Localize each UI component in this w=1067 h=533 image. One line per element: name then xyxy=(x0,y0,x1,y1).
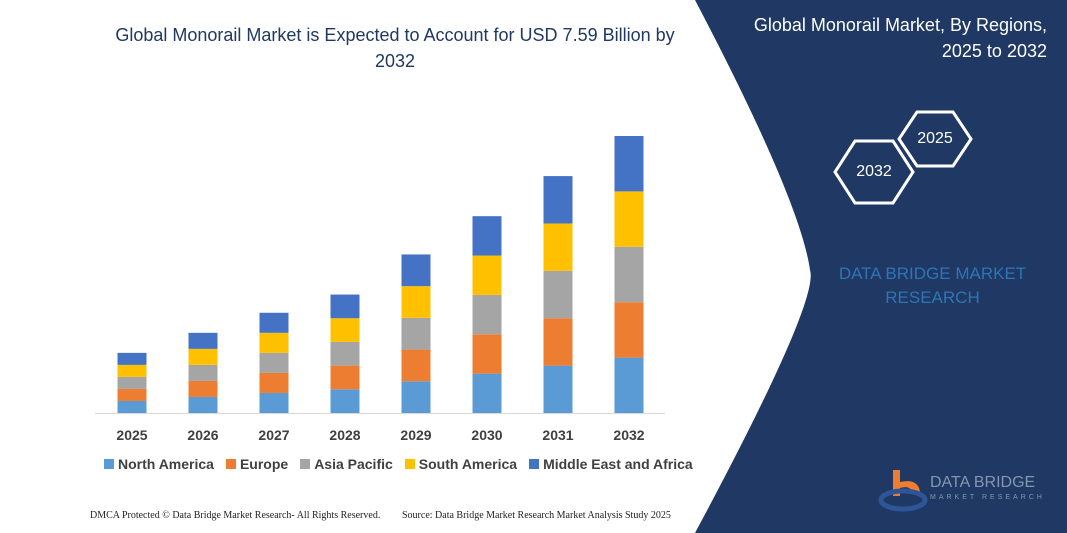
bar-segment xyxy=(614,246,644,303)
x-tick-label: 2029 xyxy=(400,427,431,443)
bar-segment xyxy=(330,365,360,390)
bar-segment xyxy=(259,372,289,393)
bar-segment xyxy=(117,388,147,401)
legend-label: North America xyxy=(118,456,214,472)
bar-segment xyxy=(472,294,502,335)
bar-segment xyxy=(401,349,431,382)
bar-segment xyxy=(543,176,573,224)
bar-segment xyxy=(259,332,289,353)
bar-segment xyxy=(543,270,573,319)
bar-segment xyxy=(401,254,431,287)
legend-swatch xyxy=(104,459,114,469)
side-panel xyxy=(695,0,1067,533)
bar-segment xyxy=(401,317,431,350)
x-tick-label: 2032 xyxy=(613,427,644,443)
bar-segment xyxy=(472,255,502,295)
bar-segment xyxy=(330,318,360,342)
bar-segment xyxy=(543,365,573,413)
bar-segment xyxy=(614,302,644,358)
bar-segment xyxy=(188,364,218,381)
legend-swatch xyxy=(404,459,415,469)
legend-item: North America xyxy=(104,456,214,472)
bar-segment xyxy=(472,334,502,374)
bar-segment xyxy=(543,223,573,271)
footer-source: Source: Data Bridge Market Research Mark… xyxy=(402,510,671,521)
legend-swatch xyxy=(529,459,540,469)
x-tick-label: 2026 xyxy=(187,427,218,443)
bar-segment xyxy=(117,376,147,389)
panel-title: Global Monorail Market, By Regions, 2025… xyxy=(753,15,1047,61)
legend-swatch xyxy=(300,459,311,469)
bar-segment xyxy=(259,352,289,373)
chart-title: Global Monorail Market is Expected to Ac… xyxy=(115,25,675,71)
x-tick-label: 2031 xyxy=(542,427,573,443)
bar-segment xyxy=(472,216,502,256)
legend-item: South America xyxy=(404,456,518,472)
bar-segment xyxy=(614,191,644,247)
bar-segment xyxy=(401,381,431,413)
hex-label-2032: 2032 xyxy=(856,163,892,180)
x-tick-label: 2025 xyxy=(116,427,147,443)
bar-segment xyxy=(188,348,218,365)
hexagon-2025 xyxy=(897,110,973,168)
bar-segment xyxy=(259,392,289,413)
x-tick-label: 2030 xyxy=(471,427,502,443)
bar-segment xyxy=(330,341,360,366)
legend-item: Asia Pacific xyxy=(300,456,393,472)
logo-text: DATA BRIDGE xyxy=(930,474,1036,491)
bar-segment xyxy=(188,396,218,413)
legend-item: Middle East and Africa xyxy=(529,456,693,472)
bar-segment xyxy=(188,332,218,349)
x-tick-label: 2028 xyxy=(329,427,360,443)
bar-segment xyxy=(614,136,644,192)
bar-segment xyxy=(330,389,360,413)
legend-label: Asia Pacific xyxy=(314,456,393,472)
hex-label-2025: 2025 xyxy=(917,130,953,147)
legend-label: Europe xyxy=(239,456,289,472)
footer-copyright: DMCA Protected © Data Bridge Market Rese… xyxy=(90,510,381,521)
bar-segment xyxy=(117,352,147,365)
legend-label: South America xyxy=(418,456,518,472)
legend-item: Europe xyxy=(225,456,289,472)
bar-segment xyxy=(117,364,147,377)
legend-label: Middle East and Africa xyxy=(543,456,693,472)
brand-text: DATA BRIDGE MARKET RESEARCH xyxy=(838,264,1027,307)
legend: North America Europe Asia Pacific South … xyxy=(104,456,693,472)
hexagon-2032 xyxy=(833,139,915,205)
bar-segment xyxy=(188,380,218,397)
logo-subtext: MARKET RESEARCH xyxy=(930,494,1045,501)
bar-segment xyxy=(401,286,431,318)
bar-segment xyxy=(472,373,502,413)
bar-segment xyxy=(614,357,644,413)
x-tick-label: 2027 xyxy=(258,427,289,443)
logo-icon xyxy=(878,470,928,512)
bar-segment xyxy=(117,400,147,413)
bar-segment xyxy=(543,318,573,366)
bar-segment xyxy=(259,312,289,333)
legend-swatch xyxy=(225,459,236,469)
bar-segment xyxy=(330,294,360,319)
